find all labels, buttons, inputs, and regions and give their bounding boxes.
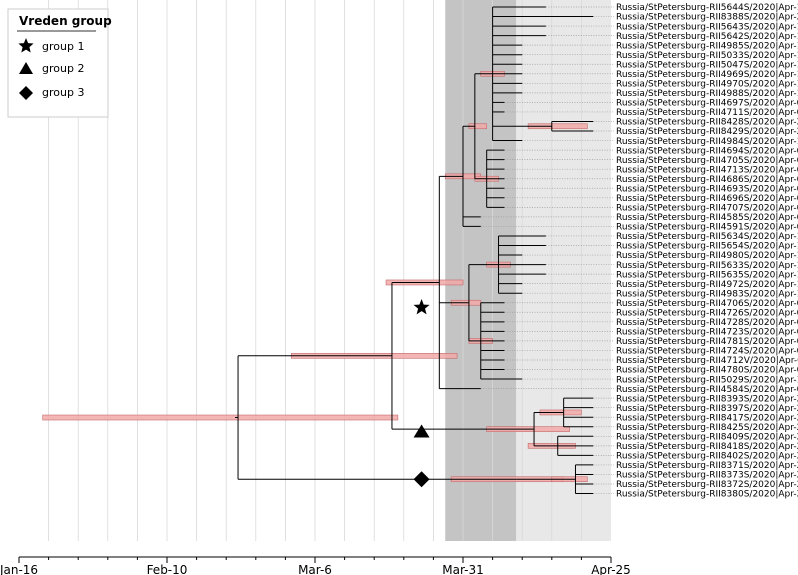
tip-label: Russia/StPetersburg-RII5033S/2020|Apr-10 [616, 51, 798, 61]
tip-label: Russia/StPetersburg-RII4694S/2020|Apr-07 [616, 146, 798, 156]
tip-label: Russia/StPetersburg-RII4712V/2020|Apr-07 [616, 356, 798, 366]
tip-label: Russia/StPetersburg-RII4707S/2020|Apr-07 [616, 204, 798, 214]
tip-label: Russia/StPetersburg-RII5643S/2020|Apr-14 [616, 22, 798, 32]
legend-label-group-3: group 3 [42, 86, 84, 99]
tip-label: Russia/StPetersburg-RII8388S/2020|Apr-22 [616, 13, 798, 23]
group-markers [413, 299, 430, 488]
tip-label: Russia/StPetersburg-RII8397S/2020|Apr-22 [616, 404, 798, 414]
axis-tick-label: Apr-25 [591, 563, 631, 575]
group-1-star-marker [413, 299, 430, 315]
tip-label: Russia/StPetersburg-RII8393S/2020|Apr-22 [616, 394, 798, 404]
tip-labels: Russia/StPetersburg-RII5644S/2020|Apr-14… [616, 3, 798, 500]
legend: Vreden group group 1 group 2 group 3 [7, 8, 112, 118]
tip-label: Russia/StPetersburg-RII4706S/2020|Apr-07 [616, 299, 798, 309]
triangle-icon [19, 62, 33, 74]
tip-label: Russia/StPetersburg-RII5635S/2020|Apr-14 [616, 270, 798, 280]
tip-label: Russia/StPetersburg-RII4705S/2020|Apr-07 [616, 156, 798, 166]
tip-label: Russia/StPetersburg-RII4711S/2020|Apr-07 [616, 108, 798, 118]
tip-label: Russia/StPetersburg-RII8425S/2020|Apr-22 [616, 423, 798, 433]
tip-label: Russia/StPetersburg-RII4780S/2020|Apr-07 [616, 366, 798, 376]
star-icon [18, 38, 34, 53]
tip-label: Russia/StPetersburg-RII8428S/2020|Apr-22 [616, 118, 798, 128]
tip-label: Russia/StPetersburg-RII4697S/2020|Apr-07 [616, 99, 798, 109]
legend-title: Vreden group [19, 14, 112, 28]
tip-label: Russia/StPetersburg-RII8373S/2020|Apr-22 [616, 471, 798, 481]
tip-label: Russia/StPetersburg-RII8418S/2020|Apr-22 [616, 442, 798, 452]
tip-label: Russia/StPetersburg-RII4726S/2020|Apr-07 [616, 308, 798, 318]
legend-box [7, 8, 109, 118]
tip-label: Russia/StPetersburg-RII5633S/2020|Apr-14 [616, 261, 798, 271]
tip-label: Russia/StPetersburg-RII4781S/2020|Apr-07 [616, 337, 798, 347]
diamond-icon [19, 86, 33, 100]
tip-label: Russia/StPetersburg-RII4724S/2020|Apr-07 [616, 347, 798, 357]
legend-label-group-1: group 1 [42, 40, 84, 53]
grid-layer [48, 0, 582, 541]
shade-dark-window [445, 0, 517, 541]
tip-label: Russia/StPetersburg-RII8417S/2020|Apr-22 [616, 413, 798, 423]
axis-tick-label: Mar-6 [298, 563, 332, 575]
tip-label: Russia/StPetersburg-RII5634S/2020|Apr-14 [616, 232, 798, 242]
axis-tick-label: Feb-10 [147, 563, 188, 575]
tip-label: Russia/StPetersburg-RII4980S/2020|Apr-10 [616, 251, 798, 261]
group-2-triangle-marker [413, 424, 430, 438]
tip-leader-dots [480, 6, 614, 494]
tip-label: Russia/StPetersburg-RII5654S/2020|Apr-14 [616, 242, 798, 252]
tip-label: Russia/StPetersburg-RII4713S/2020|Apr-07 [616, 165, 798, 175]
group-3-diamond-marker [413, 471, 430, 488]
tip-label: Russia/StPetersburg-RII4686S/2020|Apr-07 [616, 175, 798, 185]
tip-label: Russia/StPetersburg-RII8429S/2020|Apr-22 [616, 127, 798, 137]
ci-bar [42, 414, 399, 421]
tip-label: Russia/StPetersburg-RII4984S/2020|Apr-10 [616, 137, 798, 147]
tip-label: Russia/StPetersburg-RII8371S/2020|Apr-22 [616, 461, 798, 471]
tip-label: Russia/StPetersburg-RII8372S/2020|Apr-22 [616, 480, 798, 490]
tip-label: Russia/StPetersburg-RII4696S/2020|Apr-07 [616, 194, 798, 204]
tip-label: Russia/StPetersburg-RII5644S/2020|Apr-14 [616, 3, 798, 13]
legend-label-group-2: group 2 [42, 62, 84, 75]
tip-label: Russia/StPetersburg-RII8409S/2020|Apr-22 [616, 433, 798, 443]
axis-tick-label: Mar-31 [442, 563, 483, 575]
tip-label: Russia/StPetersburg-RII4591S/2020|Apr-03 [616, 223, 798, 233]
tip-label: Russia/StPetersburg-RII4983S/2020|Apr-10 [616, 289, 798, 299]
shading-layer [445, 0, 611, 541]
tip-label: Russia/StPetersburg-RII4723S/2020|Apr-07 [616, 328, 798, 338]
tip-label: Russia/StPetersburg-RII4693S/2020|Apr-07 [616, 184, 798, 194]
tip-label: Russia/StPetersburg-RII5047S/2020|Apr-10 [616, 60, 798, 70]
tip-label: Russia/StPetersburg-RII5642S/2020|Apr-14 [616, 32, 798, 42]
tip-label: Russia/StPetersburg-RII4969S/2020|Apr-10 [616, 70, 798, 80]
tip-label: Russia/StPetersburg-RII4985S/2020|Apr-10 [616, 41, 798, 51]
tip-label: Russia/StPetersburg-RII8380S/2020|Apr-22 [616, 490, 798, 500]
axis-tick-label: Jan-16 [0, 563, 38, 575]
tip-label: Russia/StPetersburg-RII4972S/2020|Apr-10 [616, 280, 798, 290]
shade-light-window [516, 0, 611, 541]
tip-label: Russia/StPetersburg-RII8402S/2020|Apr-22 [616, 452, 798, 462]
tip-label: Russia/StPetersburg-RII4988S/2020|Apr-10 [616, 89, 798, 99]
tip-label: Russia/StPetersburg-RII4584S/2020|Apr-03 [616, 385, 798, 395]
time-axis: Jan-16 Feb-10 Mar-6 Mar-31 Apr-25 [0, 556, 631, 575]
tree-branches [235, 6, 594, 495]
tip-label: Russia/StPetersburg-RII4970S/2020|Apr-10 [616, 80, 798, 90]
tip-label: Russia/StPetersburg-RII4728S/2020|Apr-07 [616, 318, 798, 328]
tip-label: Russia/StPetersburg-RII5029S/2020|Apr-10 [616, 375, 798, 385]
tip-label: Russia/StPetersburg-RII4585S/2020|Apr-03 [616, 213, 798, 223]
